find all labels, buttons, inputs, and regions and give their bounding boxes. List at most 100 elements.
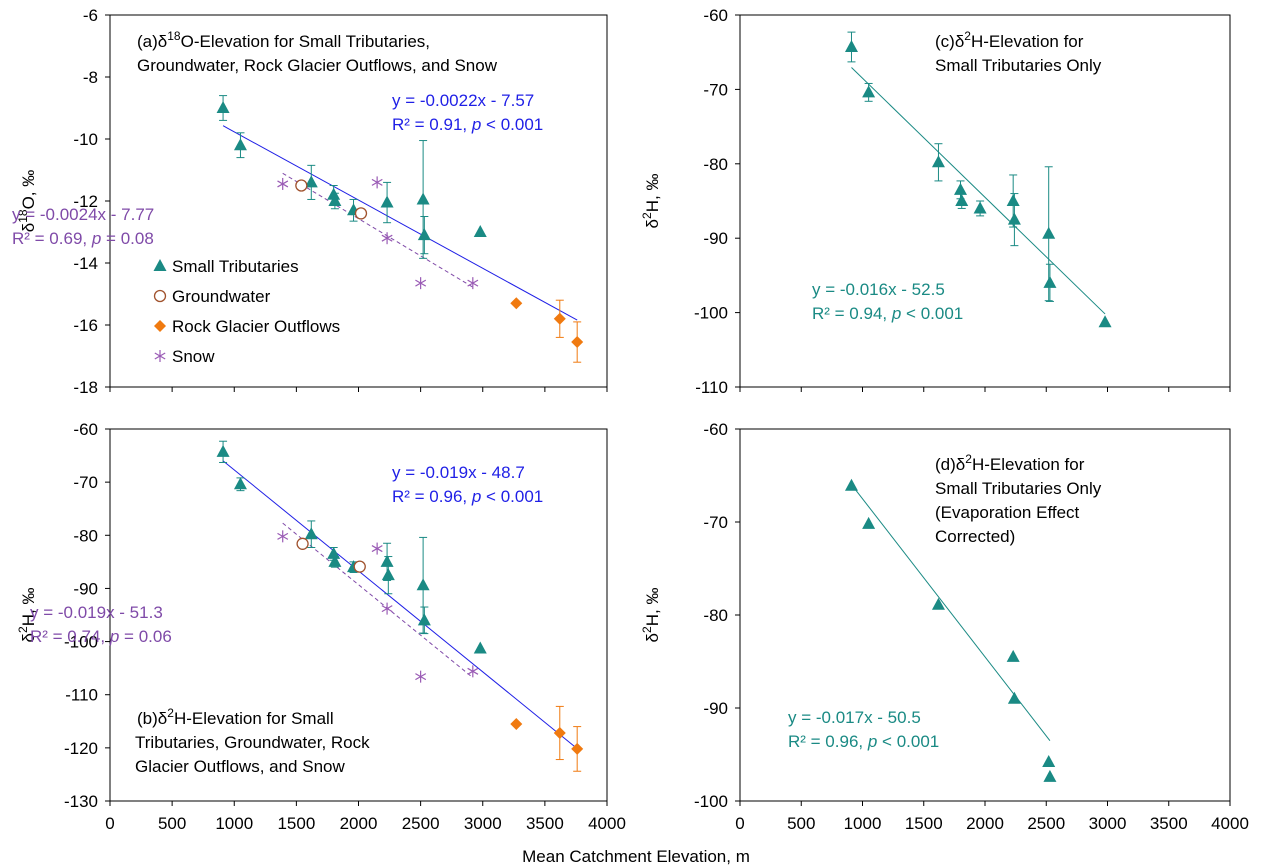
data-point — [380, 195, 394, 208]
regression-stats: R² = 0.91, p < 0.001 — [392, 115, 543, 134]
x-tick-label: 3000 — [464, 814, 502, 833]
data-point — [473, 225, 487, 237]
data-point — [1042, 226, 1056, 239]
legend-label: Groundwater — [172, 287, 271, 306]
data-point — [380, 554, 394, 567]
legend-marker — [153, 259, 167, 271]
panel-d: -100 -90 -80 -70 -60 0 500 1000 1500 2000 2500 3000… — [640, 420, 1249, 833]
regression-stats: R² = 0.96, p < 0.001 — [392, 487, 543, 506]
regression-equation: y = -0.019x - 51.3 — [30, 603, 163, 622]
data-point — [328, 194, 342, 206]
x-tick-label: 4000 — [588, 814, 626, 833]
regression-equation: y = -0.019x - 48.7 — [392, 463, 525, 482]
data-point — [295, 179, 308, 192]
data-point — [467, 277, 479, 290]
data-point — [862, 516, 876, 529]
x-tick-label: 3500 — [1150, 814, 1188, 833]
data-point — [1042, 754, 1056, 767]
y-tick-label: -10 — [73, 130, 98, 149]
y-tick-label: -90 — [703, 699, 728, 718]
y-axis-label: δ2H, ‰ — [16, 588, 38, 643]
data-point — [1007, 212, 1021, 225]
x-tick-label: 4000 — [1211, 814, 1249, 833]
data-point — [371, 176, 383, 189]
data-point — [1006, 649, 1020, 662]
panel-title: Groundwater, Rock Glacier Outflows, and … — [137, 56, 498, 75]
data-point — [467, 665, 479, 678]
panel-title: (b)δ2H-Elevation for Small — [137, 706, 334, 728]
y-tick-label: -80 — [73, 526, 98, 545]
data-point — [417, 228, 431, 241]
data-point — [553, 312, 566, 325]
x-axis-label: Mean Catchment Elevation, m — [522, 847, 750, 866]
x-tick-label: 1000 — [215, 814, 253, 833]
panel-title: (Evaporation Effect — [935, 503, 1080, 522]
x-tick-label: 1000 — [844, 814, 882, 833]
series-small-tributaries — [844, 31, 1112, 328]
data-point — [216, 101, 230, 113]
x-tick-label: 2000 — [966, 814, 1004, 833]
regression-stats: R² = 0.74, p = 0.06 — [30, 627, 172, 646]
y-tick-label: -90 — [703, 229, 728, 248]
data-point — [954, 182, 967, 195]
x-tick-label: 0 — [105, 814, 114, 833]
data-point — [381, 568, 395, 581]
y-tick-label: -60 — [73, 420, 98, 439]
x-tick-label: 500 — [158, 814, 186, 833]
regression-equation: y = -0.0022x - 7.57 — [392, 91, 534, 110]
panel-title: Small Tributaries Only — [935, 56, 1102, 75]
y-tick-label: -70 — [703, 513, 728, 532]
y-tick-label: -6 — [83, 6, 98, 25]
regression-stats: R² = 0.96, p < 0.001 — [788, 732, 939, 751]
panel-b: -130 -120 -110 -100 -90 -80 -70 -60 0 500 1000 1500… — [16, 420, 626, 833]
data-point — [371, 542, 383, 555]
data-point — [553, 726, 566, 739]
data-point — [277, 177, 289, 190]
legend-label: Snow — [172, 347, 215, 366]
x-tick-label: 2500 — [1027, 814, 1065, 833]
data-point — [233, 477, 247, 490]
fit-line — [851, 67, 1106, 315]
x-tick-label: 500 — [787, 814, 815, 833]
y-tick-label: -80 — [703, 155, 728, 174]
y-axis-label: δ2H, ‰ — [640, 174, 662, 229]
data-point — [327, 187, 341, 200]
data-point — [353, 560, 366, 573]
y-tick-label: -14 — [73, 254, 98, 273]
y-tick-label: -18 — [73, 378, 98, 397]
data-point — [328, 554, 342, 567]
data-point — [571, 742, 584, 755]
data-point — [844, 39, 858, 52]
data-point — [510, 297, 523, 310]
fit-line — [851, 484, 1051, 741]
legend-label: Small Tributaries — [172, 257, 299, 276]
data-point — [304, 527, 318, 540]
y-tick-label: -12 — [73, 192, 98, 211]
panel-title: (a)δ18O-Elevation for Small Tributaries, — [137, 29, 430, 51]
data-point — [862, 85, 876, 98]
y-tick-label: -100 — [64, 633, 98, 652]
y-axis-label: δ2H, ‰ — [640, 588, 662, 643]
series-small-tributaries — [844, 478, 1057, 782]
data-point — [354, 207, 368, 220]
data-point — [931, 155, 945, 168]
x-tick-label: 3500 — [526, 814, 564, 833]
y-tick-label: -70 — [73, 473, 98, 492]
y-axis-label: δ18O, ‰ — [16, 170, 38, 233]
regression-stats: R² = 0.69, p = 0.08 — [12, 229, 154, 248]
x-tick-label: 1500 — [905, 814, 943, 833]
regression-equation: y = -0.0024x - 7.77 — [12, 205, 154, 224]
y-tick-label: -90 — [73, 579, 98, 598]
fit-line — [222, 125, 578, 321]
x-tick-label: 3000 — [1089, 814, 1127, 833]
panel-c: -110 -100 -90 -80 -70 -60 δ2H, ‰ (c)δ2H-Elevati… — [640, 6, 1231, 397]
y-tick-label: -110 — [695, 378, 728, 397]
series-small-tributaries — [216, 95, 487, 259]
data-point — [233, 138, 247, 151]
y-tick-label: -60 — [703, 6, 728, 25]
data-point — [381, 232, 393, 245]
series-groundwater — [295, 179, 368, 220]
series-rock-glacier-outflows — [510, 297, 584, 363]
